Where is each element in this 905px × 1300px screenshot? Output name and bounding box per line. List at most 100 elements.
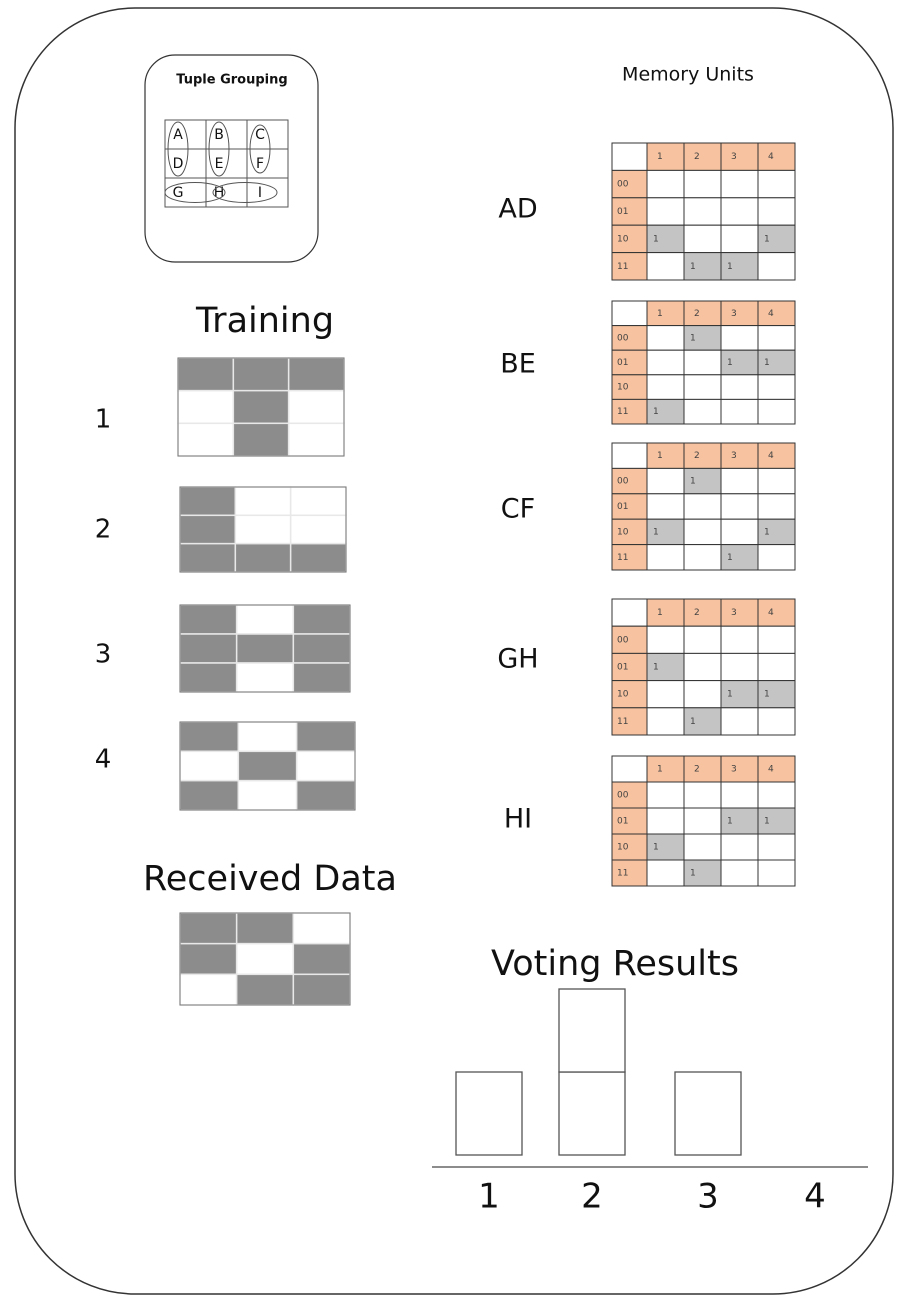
header-cell	[757, 442, 796, 469]
voting-title: Voting Results	[491, 944, 739, 984]
memory-cell	[757, 833, 796, 861]
tuple-letter: C	[255, 127, 265, 143]
memory-value: 1	[690, 717, 696, 727]
pattern-cell	[179, 542, 237, 573]
memory-cell	[720, 518, 759, 546]
pattern-cell	[179, 662, 238, 693]
row-header	[611, 707, 648, 736]
memory-cell	[757, 197, 796, 226]
pattern-cell	[287, 357, 345, 392]
header-cell	[720, 755, 759, 783]
column-label: 4	[768, 309, 774, 319]
column-label: 3	[731, 608, 737, 618]
memory-value: 1	[764, 817, 770, 827]
memory-cell	[757, 707, 796, 736]
row-header	[611, 169, 648, 199]
memory-value: 1	[690, 333, 696, 343]
memory-cell	[646, 398, 685, 425]
header-cell	[720, 442, 759, 469]
header-cell	[683, 442, 722, 469]
pattern-label: 2	[95, 515, 112, 545]
pattern-cell	[179, 486, 237, 517]
pattern-cell	[295, 721, 356, 753]
column-label: 4	[768, 608, 774, 618]
column-label: 2	[694, 608, 700, 618]
row-label: 10	[617, 690, 629, 700]
pattern-cell	[237, 750, 298, 782]
row-label: 00	[617, 791, 629, 801]
pattern-cell	[295, 750, 356, 782]
memory-cell	[720, 707, 759, 736]
pattern-cell	[232, 422, 290, 457]
pattern-cell	[179, 912, 238, 945]
tuple-letter: G	[173, 185, 184, 201]
pattern-cell	[232, 389, 290, 425]
row-label: 01	[617, 817, 628, 827]
pattern-cell	[179, 633, 238, 664]
memory-cell	[646, 544, 685, 571]
memory-cell	[757, 493, 796, 520]
memory-cell	[646, 781, 685, 809]
memory-cell	[683, 325, 722, 351]
memory-cell	[646, 680, 685, 709]
pattern-cell	[179, 942, 238, 976]
row-label: 11	[617, 262, 628, 272]
pattern-cell	[235, 604, 295, 635]
memory-cell	[720, 325, 759, 351]
column-label: 2	[694, 451, 700, 461]
memory-value: 1	[653, 843, 659, 853]
memory-value: 1	[653, 663, 659, 673]
memory-cell	[683, 252, 722, 281]
header-cell	[757, 300, 796, 327]
pattern-cell	[289, 542, 347, 573]
pattern-frame	[179, 604, 351, 693]
row-label: 10	[617, 383, 629, 393]
vote-category: 2	[581, 1177, 603, 1217]
row-label: 01	[617, 502, 628, 512]
column-label: 3	[731, 152, 737, 162]
pattern-label: 3	[95, 640, 112, 670]
row-label: 11	[617, 553, 628, 563]
pattern-cell	[232, 357, 290, 392]
memory-value: 1	[727, 262, 733, 272]
tuple-letter: A	[173, 127, 183, 143]
row-label: 10	[617, 527, 629, 537]
column-label: 1	[657, 765, 663, 775]
memory-cell	[646, 197, 685, 226]
memory-cell	[646, 807, 685, 835]
memory-cell	[683, 625, 722, 654]
memory-cell	[683, 493, 722, 520]
row-header	[611, 467, 648, 495]
unit-label: BE	[500, 349, 536, 380]
group-ellipse	[212, 182, 278, 203]
memory-cell	[646, 349, 685, 376]
tuple-letter: E	[215, 156, 224, 172]
pattern-cell	[234, 486, 292, 517]
memory-cell	[683, 781, 722, 809]
received-title: Received Data	[143, 859, 397, 899]
header-cell	[683, 142, 722, 171]
pattern-cell	[235, 973, 295, 1006]
memory-cell	[683, 197, 722, 226]
memory-cell	[720, 493, 759, 520]
memory-cell	[757, 544, 796, 571]
header-cell	[757, 598, 796, 627]
memory-value: 1	[690, 477, 696, 487]
memory-cell	[646, 707, 685, 736]
memory-cell	[720, 349, 759, 376]
column-label: 2	[694, 309, 700, 319]
column-label: 4	[768, 451, 774, 461]
row-label: 01	[617, 207, 628, 217]
memory-cell	[646, 467, 685, 495]
pattern-cell	[292, 973, 351, 1006]
pattern-frame	[177, 357, 345, 457]
memory-value: 1	[653, 234, 659, 244]
pattern-cell	[292, 662, 351, 693]
memory-cell	[646, 169, 685, 199]
column-label: 1	[657, 451, 663, 461]
table-corner	[611, 755, 648, 783]
memory-cell	[757, 680, 796, 709]
row-header	[611, 197, 648, 226]
memory-cell	[757, 467, 796, 495]
table-corner	[611, 142, 648, 171]
